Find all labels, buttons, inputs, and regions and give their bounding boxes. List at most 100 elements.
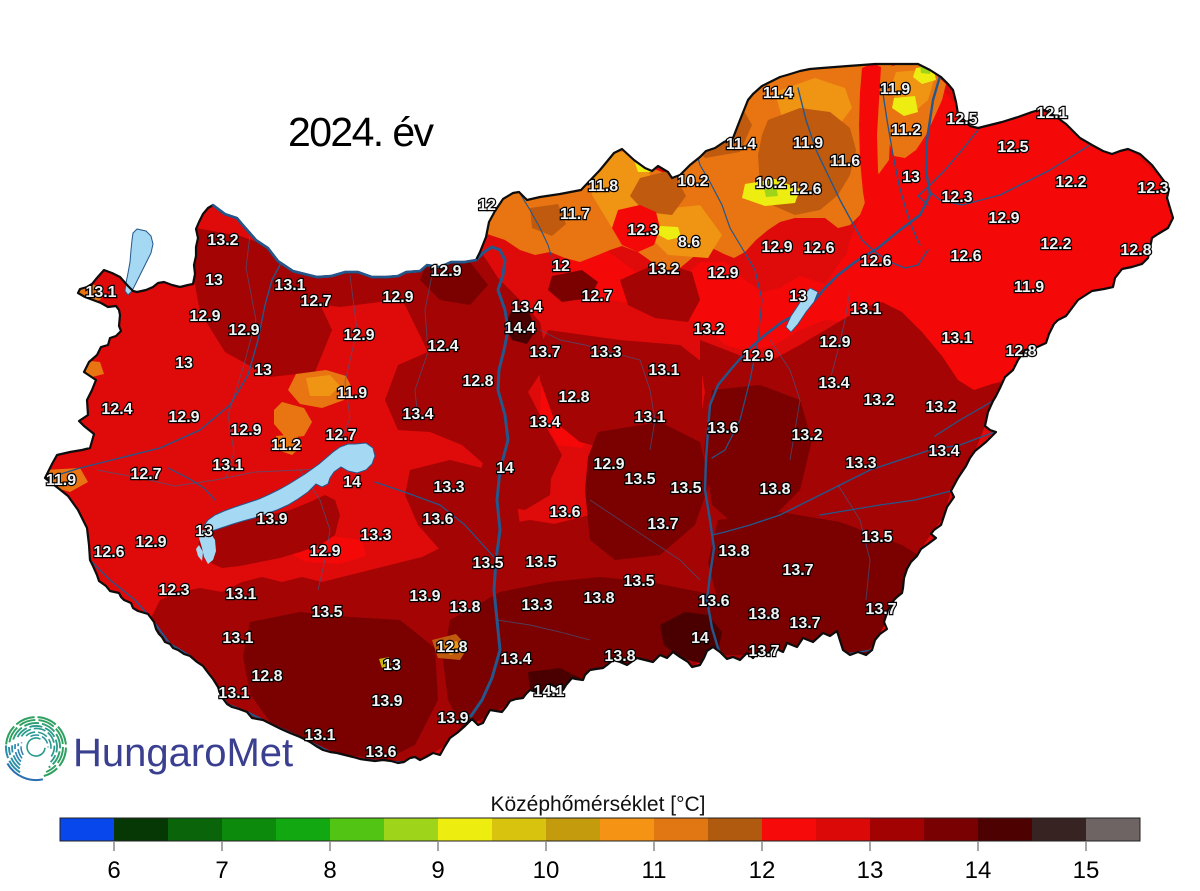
svg-text:11.9: 11.9 (880, 81, 910, 98)
svg-text:12.9: 12.9 (707, 265, 738, 282)
svg-text:12.9: 12.9 (168, 409, 199, 426)
svg-text:13: 13 (254, 362, 272, 379)
svg-text:12.7: 12.7 (300, 293, 331, 310)
svg-text:13.3: 13.3 (590, 344, 621, 361)
svg-text:12.9: 12.9 (135, 534, 166, 551)
svg-text:13.1: 13.1 (85, 284, 116, 301)
svg-text:13.1: 13.1 (304, 727, 335, 744)
svg-text:13.3: 13.3 (845, 455, 876, 472)
svg-text:13.1: 13.1 (850, 301, 881, 318)
svg-text:13: 13 (383, 657, 401, 674)
svg-text:13.5: 13.5 (525, 554, 556, 571)
svg-text:8.6: 8.6 (678, 234, 700, 251)
svg-text:13.5: 13.5 (311, 604, 342, 621)
svg-text:12.9: 12.9 (593, 456, 624, 473)
svg-text:11.9: 11.9 (337, 385, 367, 402)
svg-text:11.7: 11.7 (560, 206, 590, 223)
svg-text:2024. év: 2024. év (288, 109, 435, 155)
svg-text:12.6: 12.6 (93, 544, 124, 561)
svg-text:13.1: 13.1 (941, 330, 972, 347)
svg-text:13.6: 13.6 (365, 744, 396, 761)
svg-text:13.3: 13.3 (433, 479, 464, 496)
svg-text:11: 11 (642, 857, 667, 884)
svg-text:12: 12 (749, 857, 776, 884)
svg-text:13.3: 13.3 (521, 597, 552, 614)
svg-text:13: 13 (205, 272, 223, 289)
svg-text:13.4: 13.4 (500, 651, 531, 668)
svg-text:14: 14 (691, 630, 709, 647)
svg-text:13.6: 13.6 (698, 593, 729, 610)
svg-text:13.8: 13.8 (604, 648, 635, 665)
svg-text:13.8: 13.8 (748, 606, 779, 623)
svg-text:14: 14 (496, 460, 514, 477)
svg-text:12.8: 12.8 (1005, 343, 1036, 360)
svg-text:12.2: 12.2 (1055, 174, 1086, 191)
svg-text:13.9: 13.9 (371, 693, 402, 710)
svg-text:11.2: 11.2 (271, 437, 301, 454)
svg-text:12.6: 12.6 (950, 248, 981, 265)
svg-text:13.2: 13.2 (791, 427, 822, 444)
svg-text:13.9: 13.9 (409, 588, 440, 605)
svg-text:12.9: 12.9 (761, 239, 792, 256)
svg-text:12.5: 12.5 (997, 139, 1028, 156)
svg-text:11.4: 11.4 (763, 85, 793, 102)
svg-text:12.8: 12.8 (462, 373, 493, 390)
svg-text:7: 7 (215, 857, 228, 884)
svg-text:13.1: 13.1 (634, 409, 665, 426)
svg-text:14: 14 (965, 857, 992, 884)
svg-text:13.1: 13.1 (274, 277, 305, 294)
svg-text:12.2: 12.2 (1040, 236, 1071, 253)
svg-text:12.6: 12.6 (803, 240, 834, 257)
svg-text:13.7: 13.7 (865, 601, 896, 618)
svg-text:13.4: 13.4 (928, 443, 959, 460)
svg-text:12.6: 12.6 (790, 181, 821, 198)
svg-text:13.9: 13.9 (256, 511, 287, 528)
svg-text:13.2: 13.2 (648, 261, 679, 278)
svg-text:12.9: 12.9 (309, 543, 340, 560)
svg-text:11.6: 11.6 (830, 153, 860, 170)
svg-text:11.9: 11.9 (1014, 279, 1044, 296)
svg-text:13.5: 13.5 (472, 555, 503, 572)
svg-text:12.9: 12.9 (343, 327, 374, 344)
svg-text:12.8: 12.8 (436, 639, 467, 656)
svg-text:11.9: 11.9 (793, 135, 823, 152)
svg-text:13.6: 13.6 (422, 511, 453, 528)
svg-text:13.2: 13.2 (863, 392, 894, 409)
svg-text:13.8: 13.8 (759, 481, 790, 498)
svg-text:12.9: 12.9 (189, 308, 220, 325)
svg-text:13: 13 (902, 169, 920, 186)
svg-text:13.7: 13.7 (647, 516, 678, 533)
svg-text:14.4: 14.4 (504, 320, 535, 337)
svg-text:10.2: 10.2 (755, 175, 786, 192)
svg-text:12.1: 12.1 (1036, 105, 1067, 122)
svg-text:14: 14 (343, 474, 361, 491)
svg-text:13: 13 (195, 523, 213, 540)
svg-text:12.9: 12.9 (430, 263, 461, 280)
svg-text:13.2: 13.2 (693, 321, 724, 338)
svg-text:13.2: 13.2 (207, 232, 238, 249)
svg-text:13.4: 13.4 (402, 406, 433, 423)
svg-text:12.9: 12.9 (742, 348, 773, 365)
svg-text:13.1: 13.1 (222, 630, 253, 647)
svg-text:13.4: 13.4 (529, 414, 560, 431)
svg-text:12.3: 12.3 (627, 222, 658, 239)
svg-text:13.8: 13.8 (718, 543, 749, 560)
svg-text:12.9: 12.9 (230, 422, 261, 439)
svg-text:10: 10 (533, 857, 560, 884)
svg-text:12: 12 (478, 197, 496, 214)
svg-text:13.4: 13.4 (818, 375, 849, 392)
svg-text:13.1: 13.1 (218, 685, 249, 702)
svg-text:12.8: 12.8 (1120, 242, 1151, 259)
svg-text:13.7: 13.7 (748, 643, 779, 660)
svg-text:13: 13 (857, 857, 884, 884)
svg-text:11.4: 11.4 (726, 136, 756, 153)
svg-text:12.4: 12.4 (427, 338, 458, 355)
svg-text:12.7: 12.7 (130, 466, 161, 483)
svg-text:12.9: 12.9 (228, 322, 259, 339)
svg-text:Középhőmérséklet [°C]: Középhőmérséklet [°C] (491, 793, 706, 816)
svg-text:13.6: 13.6 (707, 420, 738, 437)
svg-text:6: 6 (107, 857, 120, 884)
svg-text:12.4: 12.4 (101, 401, 132, 418)
svg-text:15: 15 (1073, 857, 1100, 884)
svg-text:12.8: 12.8 (558, 389, 589, 406)
